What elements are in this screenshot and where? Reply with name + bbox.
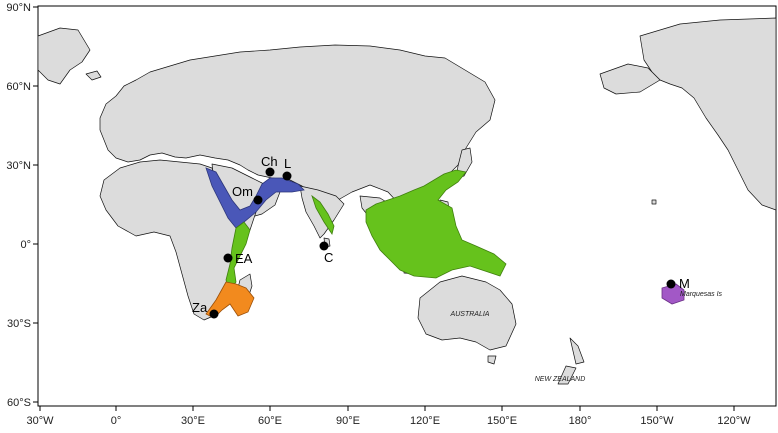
range-indo-pacific-india (311, 194, 335, 235)
site-label-m: M (679, 276, 690, 291)
lat-label: 60°S (7, 397, 31, 409)
site-label-za: Za (192, 300, 208, 315)
lon-label: 30°W (26, 415, 54, 427)
site-marker-l (282, 171, 292, 181)
site-label-ea: EA (235, 251, 253, 266)
lon-label: 120°W (717, 415, 751, 427)
land-newzealand (569, 337, 585, 365)
lon-label: 120°E (410, 415, 440, 427)
lat-label: 30°N (6, 160, 31, 172)
distribution-layers (205, 167, 685, 319)
site-markers: Ch L Om C EA Za M (192, 154, 690, 319)
site-label-c: C (324, 250, 333, 265)
land-iceland (85, 70, 102, 81)
site-marker-ch (265, 167, 275, 177)
lat-label: 0° (20, 239, 31, 251)
site-marker-ea (223, 253, 233, 263)
range-marquesas (661, 283, 685, 305)
land-tasmania (487, 355, 497, 365)
land-newzealand-south (557, 365, 577, 385)
land-greenland (37, 27, 91, 85)
lon-label: 180° (569, 415, 592, 427)
longitude-labels: 30°W 0° 30°E 60°E 90°E 120°E 150°E 180° … (26, 415, 751, 427)
range-south-africa-madagascar (205, 281, 255, 319)
lon-label: 60°E (258, 415, 282, 427)
site-marker-om (253, 195, 263, 205)
lat-label: 60°N (6, 81, 31, 93)
site-label-ch: Ch (261, 154, 278, 169)
land-hawaii (651, 199, 657, 205)
range-indo-pacific-east (365, 169, 507, 279)
land-alaska (599, 63, 661, 95)
axis-ticks (33, 6, 735, 411)
site-label-om: Om (232, 184, 253, 199)
lon-label: 30°E (181, 415, 205, 427)
new-zealand-label: NEW ZEALAND (535, 376, 586, 383)
site-label-l: L (284, 156, 291, 171)
latitude-labels: 90°N 60°N 30°N 0° 30°S 60°S (6, 2, 31, 409)
region-labels: AUSTRALIA NEW ZEALAND Marquesas Is (450, 291, 723, 383)
land-australia (417, 275, 517, 351)
site-marker-m (666, 279, 676, 289)
lat-label: 90°N (6, 2, 31, 14)
lon-label: 150°W (640, 415, 674, 427)
marquesas-label: Marquesas Is (680, 291, 723, 298)
site-marker-za (209, 309, 219, 319)
lon-label: 90°E (336, 415, 360, 427)
lat-label: 30°S (7, 318, 31, 330)
australia-label: AUSTRALIA (450, 311, 490, 318)
lon-label: 150°E (487, 415, 517, 427)
lon-label: 0° (111, 415, 122, 427)
site-marker-c (319, 241, 329, 251)
